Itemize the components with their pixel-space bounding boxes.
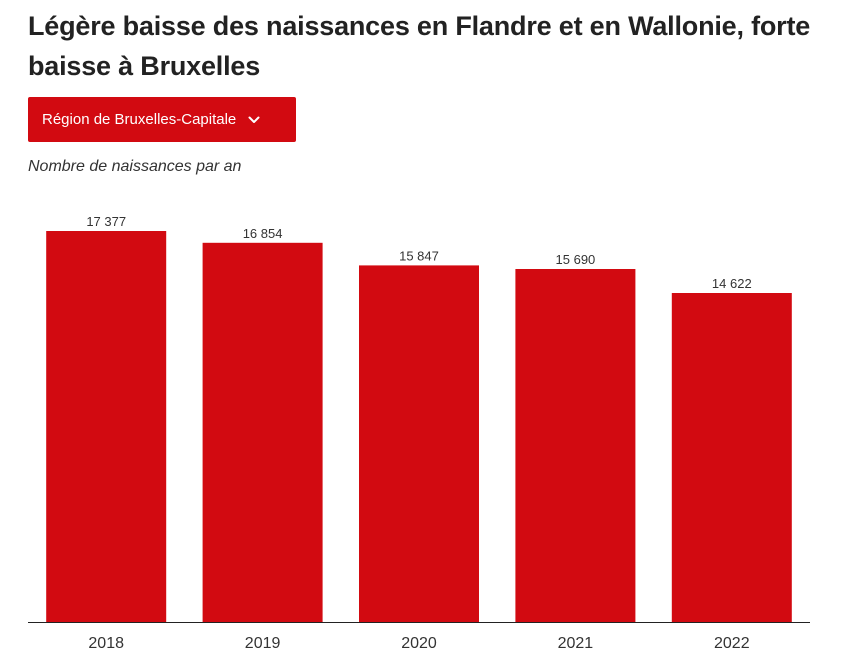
chevron-down-icon xyxy=(248,116,260,124)
x-tick-label-2020: 2020 xyxy=(401,635,437,652)
data-label-2020: 15 847 xyxy=(399,248,439,263)
region-dropdown[interactable]: Région de Bruxelles-Capitale xyxy=(28,97,296,142)
data-label-2022: 14 622 xyxy=(712,276,752,291)
x-tick-label-2022: 2022 xyxy=(714,635,750,652)
bar-2022[interactable] xyxy=(671,293,792,622)
data-label-2019: 16 854 xyxy=(243,226,283,241)
x-tick-label-2019: 2019 xyxy=(245,635,281,652)
bar-2020[interactable] xyxy=(359,265,479,622)
x-tick-label-2021: 2021 xyxy=(558,635,594,652)
x-tick-label-2018: 2018 xyxy=(88,635,124,652)
chart-title: Légère baisse des naissances en Flandre … xyxy=(28,11,811,81)
bar-2019[interactable] xyxy=(202,242,323,623)
bar-2021[interactable] xyxy=(515,269,636,622)
chart-subtitle: Nombre de naissances par an xyxy=(28,158,242,175)
data-label-2021: 15 690 xyxy=(556,252,596,267)
region-dropdown-label: Région de Bruxelles-Capitale xyxy=(42,111,237,128)
bar-2018[interactable] xyxy=(46,231,167,622)
data-label-2018: 17 377 xyxy=(86,214,126,229)
